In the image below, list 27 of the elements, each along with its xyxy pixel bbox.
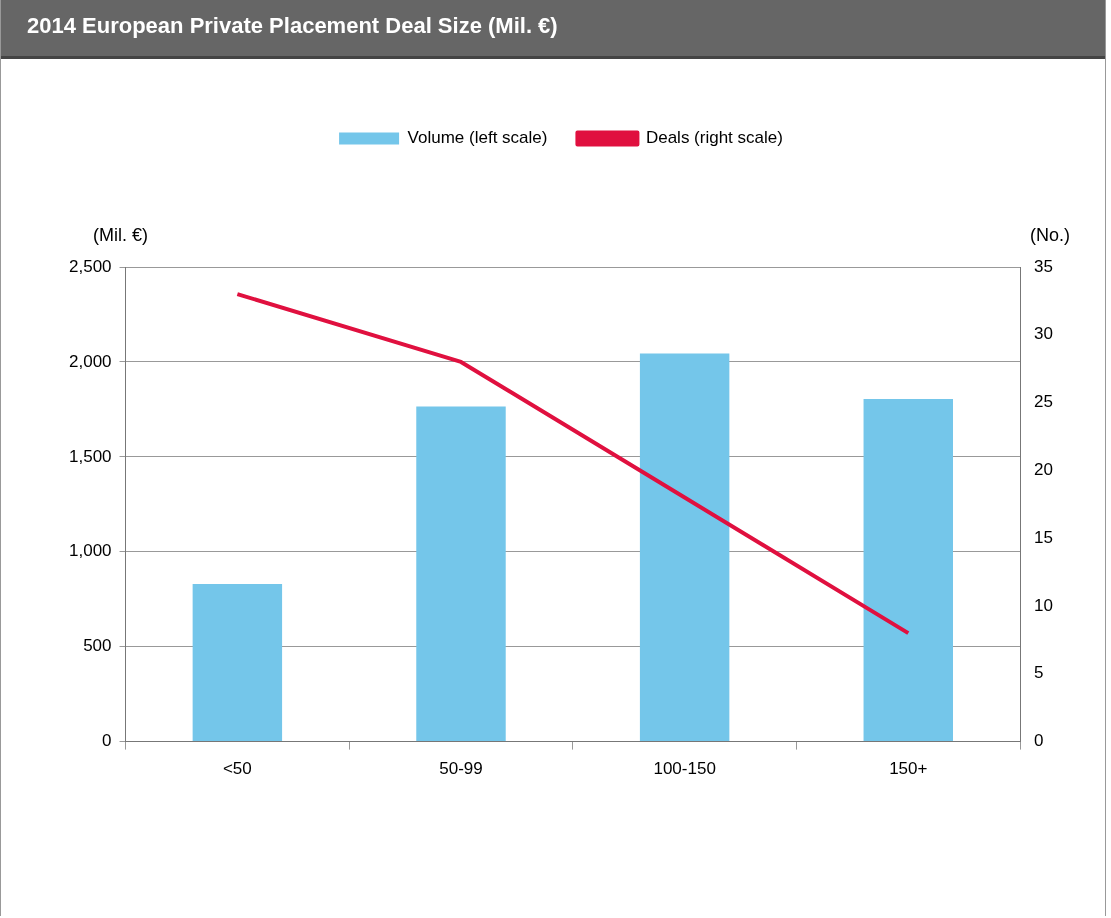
y-axis-title: (Mil. €): [93, 224, 149, 245]
y-tick-label: 0: [102, 731, 112, 751]
y-tick-label: 2,000: [68, 351, 112, 371]
y-tick-label: 2,500: [68, 256, 112, 276]
x-tick-label: 100-150: [653, 759, 716, 779]
bar: [192, 584, 283, 742]
y2-tick-label: 35: [1034, 256, 1054, 276]
y2-tick-label: 25: [1034, 392, 1054, 412]
y2-tick-label: 10: [1034, 595, 1054, 615]
y2-tick-label: 20: [1034, 460, 1054, 480]
x-tick-label: 50-99: [439, 759, 483, 779]
y2-tick-label: 30: [1034, 324, 1054, 344]
legend-label: Deals (right scale): [645, 128, 783, 148]
y2-axis-title: (No.): [1030, 224, 1071, 245]
x-tick-label: <50: [222, 759, 252, 779]
y2-tick-label: 15: [1034, 527, 1054, 547]
y2-tick-label: 0: [1034, 731, 1044, 751]
bar: [863, 398, 953, 742]
bar: [416, 406, 506, 742]
y-tick-label: 500: [83, 636, 112, 656]
legend-label: Volume (left scale): [407, 128, 548, 148]
x-tick-label: 150+: [889, 759, 928, 779]
y2-tick-label: 5: [1034, 663, 1044, 683]
y-tick-label: 1,000: [68, 541, 112, 561]
chart-title: 2014 European Private Placement Deal Size (Mil. €): [1, 0, 1105, 59]
bar: [639, 353, 730, 742]
y-tick-label: 1,500: [68, 446, 112, 466]
